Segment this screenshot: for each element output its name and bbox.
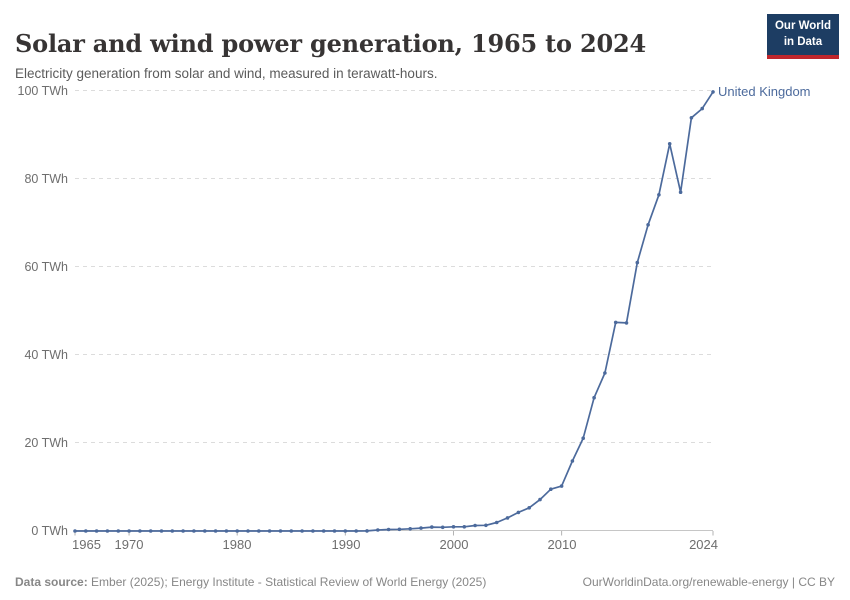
gridline-100	[75, 90, 713, 91]
x-tick-label-1970: 1970	[114, 537, 144, 552]
gridline-40	[75, 354, 713, 355]
chart-subtitle: Electricity generation from solar and wi…	[15, 65, 438, 81]
x-tick-label-1965: 1965	[72, 537, 101, 552]
owid-logo-line1: Our World	[774, 20, 831, 32]
footer-link[interactable]: OurWorldinData.org/renewable-energy | CC…	[582, 575, 835, 589]
y-tick-label-100: 100 TWh	[17, 84, 69, 98]
y-tick-label-80: 80 TWh	[24, 172, 68, 186]
owid-logo[interactable]: Our World in Data	[766, 14, 839, 60]
x-tick-label-1990: 1990	[331, 537, 361, 552]
y-tick-label-20: 20 TWh	[24, 436, 68, 450]
x-tick-label-1980: 1980	[222, 537, 252, 552]
data-source-label: Data source:	[15, 575, 88, 589]
y-tick-label-60: 60 TWh	[24, 260, 68, 274]
gridline-20	[75, 442, 713, 443]
owid-logo-line2: in Data	[783, 35, 823, 48]
page-title: Solar and wind power generation, 1965 to…	[15, 29, 646, 59]
y-tick-label-0: 0 TWh	[31, 524, 68, 538]
x-axis-line	[75, 530, 713, 531]
y-tick-label-40: 40 TWh	[24, 348, 68, 362]
gridline-60	[75, 266, 713, 267]
x-tick-label-2000: 2000	[439, 537, 469, 552]
data-source: Data source: Ember (2025); Energy Instit…	[15, 575, 486, 589]
data-source-text: Ember (2025); Energy Institute - Statist…	[87, 575, 487, 589]
x-tick-label-2010: 2010	[547, 537, 577, 552]
series-label[interactable]: United Kingdom	[718, 83, 811, 99]
x-tick-label-2024: 2024	[689, 537, 718, 552]
gridline-80	[75, 178, 713, 179]
